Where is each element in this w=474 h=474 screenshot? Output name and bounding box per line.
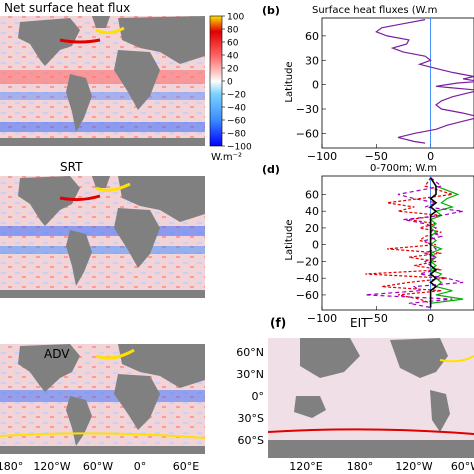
- map-f-lat-ticks: 60°N 30°N 0° 30°S 60°S: [236, 346, 264, 447]
- colorbar-tick-label: 60: [227, 39, 239, 49]
- chart-d-series-2: [365, 177, 464, 309]
- chart-b-ytick-label: 0: [312, 79, 319, 92]
- colorbar-tick-label: 40: [227, 52, 239, 62]
- chart-b-xtick-label: 0: [427, 150, 434, 163]
- map-a-land-eurasia: [118, 16, 205, 64]
- map-a-title: Net surface heat flux: [4, 1, 130, 15]
- map-e-land-antarctica: [0, 446, 205, 454]
- map-a-land-greenland: [92, 16, 110, 28]
- map-f-lon-tick: 120°E: [289, 460, 322, 473]
- map-e-lon-tick: 60°E: [173, 460, 199, 473]
- map-a-land-antarctica: [0, 138, 205, 146]
- colorbar-tick-label: 20: [227, 65, 239, 75]
- map-c-land-samerica: [66, 230, 92, 286]
- map-a: [0, 16, 205, 146]
- map-f-lon-tick: 180°: [347, 460, 374, 473]
- chart-b-ytick-label: −30: [296, 103, 319, 116]
- map-e-land-samerica: [66, 396, 92, 446]
- chart-d-ytick-label: −60: [296, 289, 319, 302]
- chart-b-xtick-label: −50: [365, 150, 388, 163]
- chart-b-frame: [321, 17, 474, 149]
- map-e-lon-ticks: 180° 120°W 60°W 0° 60°E: [0, 460, 199, 473]
- map-a-land-namerica: [18, 18, 80, 66]
- map-e-lon-tick: 0°: [134, 460, 147, 473]
- map-f-title: EIT: [350, 316, 369, 330]
- map-f-lon-ticks: 120°E 180° 120°W 60°W: [289, 460, 474, 473]
- map-f-lon-tick: 120°W: [395, 460, 432, 473]
- chart-d: (d) 0-700m; W.m Latitude −100 −50 0 60 40 20 0…: [262, 163, 474, 325]
- chart-d-series-3: [429, 177, 438, 308]
- map-f-land-australia: [294, 396, 326, 418]
- chart-d-xtick-label: 0: [427, 312, 434, 325]
- chart-d-title: 0-700m; W.m: [370, 163, 437, 174]
- colorbar-ticks: 100 80 60 40 20 0 −20 −40 −60 −80 −100: [222, 13, 252, 153]
- chart-b-ytick-label: −60: [296, 127, 319, 140]
- map-f-lon-tick: 60°W: [451, 460, 474, 473]
- chart-d-series-0: [365, 177, 453, 308]
- map-f-land-namerica: [390, 338, 448, 378]
- map-c-land-africa: [114, 208, 160, 268]
- chart-d-ytick-label: 0: [312, 239, 319, 252]
- chart-b-xtick-label: −100: [307, 150, 337, 163]
- colorbar-tick-label: −80: [227, 130, 246, 140]
- colorbar-tick-label: −60: [227, 117, 246, 127]
- chart-b-ytick-label: 30: [305, 54, 319, 67]
- chart-d-series-1: [429, 177, 464, 308]
- map-e-land-namerica: [18, 344, 80, 392]
- map-e-title: ADV: [44, 347, 70, 361]
- colorbar-unit: W.m⁻²: [211, 152, 242, 163]
- chart-b-title: Surface heat fluxes (W.m: [312, 5, 437, 16]
- map-f: [267, 338, 474, 458]
- map-f-letter: (f): [270, 316, 286, 330]
- colorbar-tick-label: 0: [227, 78, 233, 88]
- colorbar-tick-label: −100: [227, 143, 252, 153]
- map-f-lat-tick: 0°: [252, 390, 265, 403]
- chart-b-letter: (b): [262, 4, 280, 17]
- colorbar-tick-label: 100: [227, 13, 244, 23]
- map-e-lon-tick: 120°W: [33, 460, 70, 473]
- map-e-lon-tick: 60°W: [83, 460, 113, 473]
- colorbar-tick-label: 80: [227, 26, 239, 36]
- chart-b: (b) Surface heat fluxes (W.m Latitude −1…: [262, 4, 474, 163]
- map-c-land-greenland: [92, 176, 110, 188]
- chart-d-xtick-label: −100: [307, 312, 337, 325]
- chart-d-ytick-label: −20: [296, 255, 319, 268]
- map-f-lat-tick: 60°N: [236, 346, 264, 359]
- map-c-land-eurasia: [118, 176, 205, 222]
- map-f-lat-tick: 30°S: [238, 412, 264, 425]
- chart-d-ytick-label: 40: [305, 205, 319, 218]
- chart-d-ytick-label: −40: [296, 272, 319, 285]
- map-f-lat-tick: 30°N: [236, 368, 264, 381]
- colorbar-tick-label: −20: [227, 91, 246, 101]
- map-c: [0, 176, 205, 298]
- chart-d-ylabel: Latitude: [284, 219, 295, 260]
- map-f-lat-tick: 60°S: [238, 434, 264, 447]
- chart-d-letter: (d): [262, 163, 280, 176]
- chart-b-series-0: [375, 19, 474, 144]
- chart-b-ytick-label: 60: [305, 30, 319, 43]
- map-a-land-africa: [114, 50, 160, 110]
- map-e-land-eurasia: [118, 344, 205, 388]
- colorbar-gradient: [209, 15, 223, 147]
- map-e-lon-tick: 180°: [0, 460, 23, 473]
- map-e: [0, 344, 206, 454]
- map-f-land-antarctica: [268, 440, 474, 458]
- map-a-land-samerica: [66, 74, 92, 132]
- map-c-land-namerica: [18, 176, 80, 226]
- chart-d-ytick-label: 60: [305, 188, 319, 201]
- chart-d-ytick-label: 20: [305, 222, 319, 235]
- map-c-land-antarctica: [0, 290, 205, 298]
- map-e-land-africa: [114, 374, 160, 430]
- chart-d-xtick-label: −50: [365, 312, 388, 325]
- map-c-title: SRT: [60, 160, 83, 174]
- colorbar: 100 80 60 40 20 0 −20 −40 −60 −80 −100 W.m⁻²: [209, 13, 252, 163]
- colorbar-tick-label: −40: [227, 104, 246, 114]
- map-f-land-asia: [300, 338, 360, 378]
- chart-b-ylabel: Latitude: [284, 61, 295, 102]
- map-f-land-samerica: [430, 390, 450, 432]
